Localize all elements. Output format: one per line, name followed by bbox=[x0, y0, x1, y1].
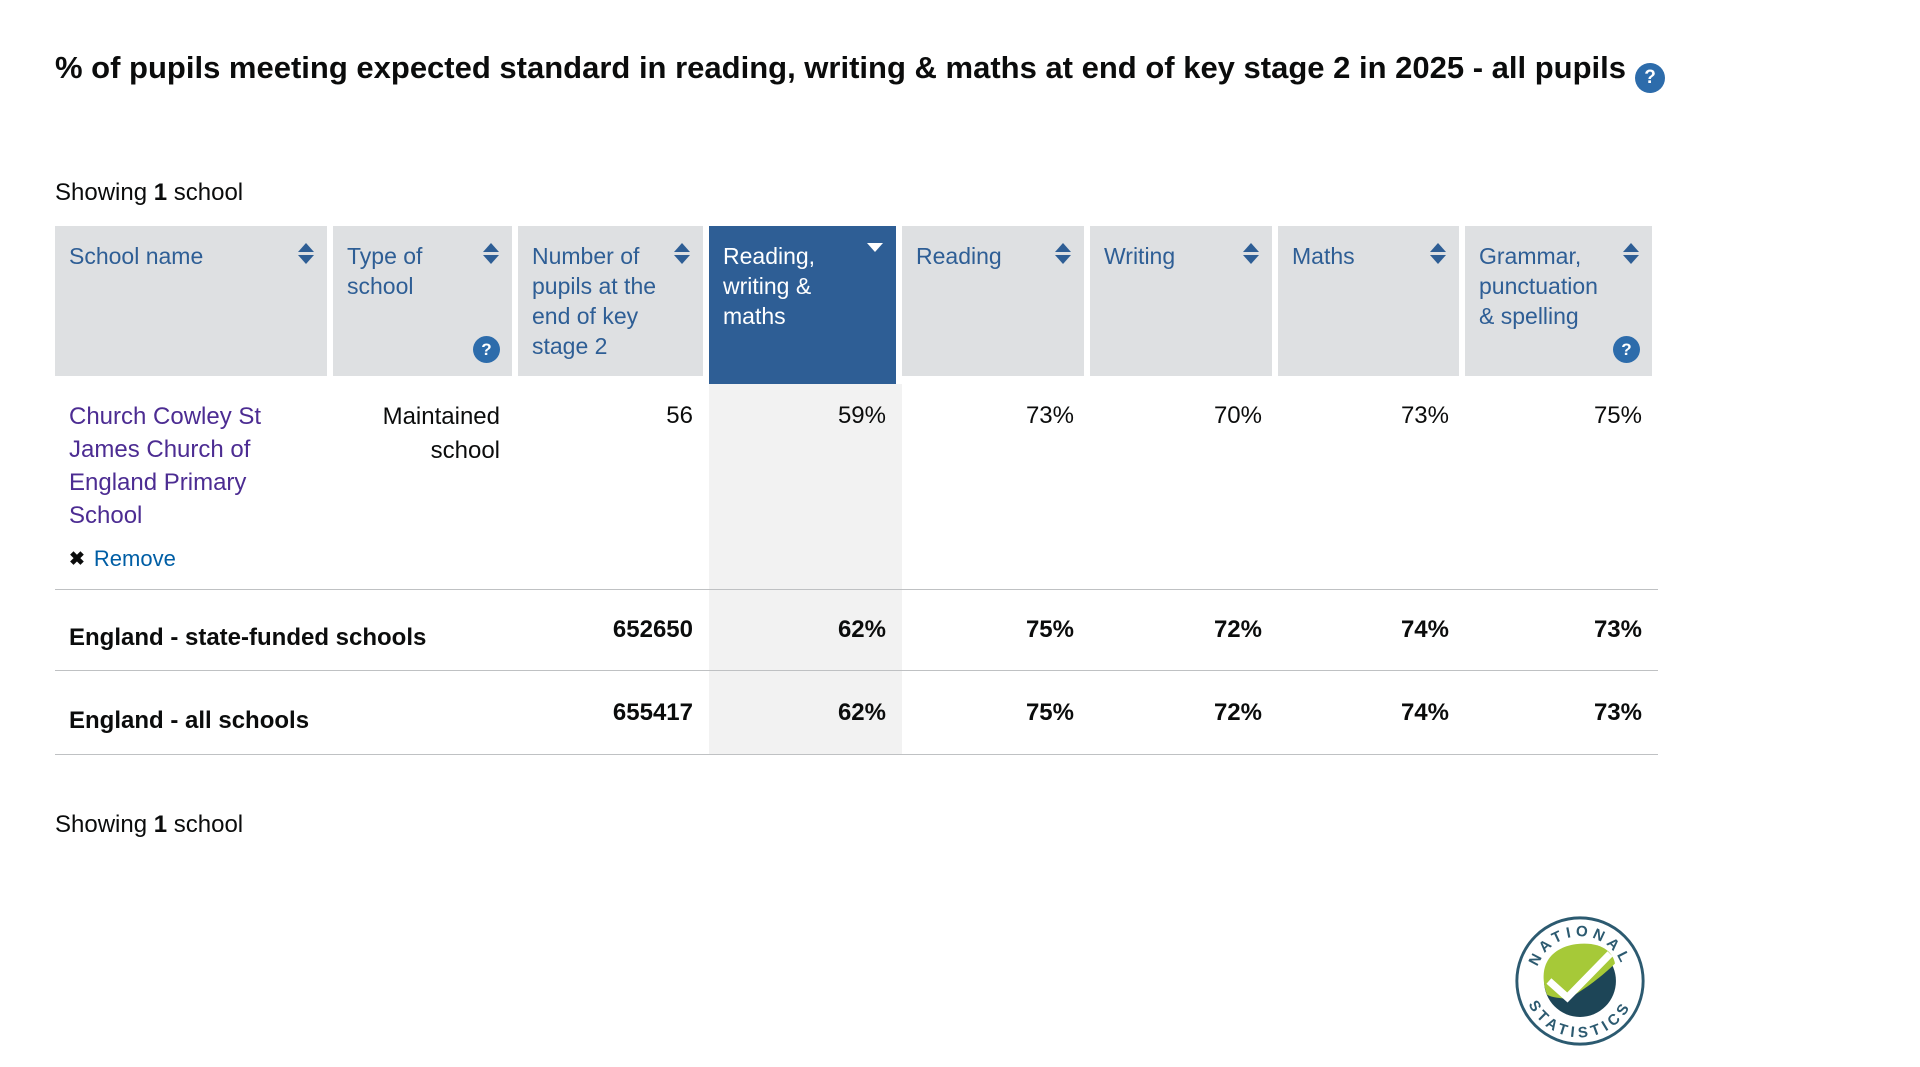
column-header-label: Reading, writing & maths bbox=[723, 243, 816, 329]
sort-icon[interactable] bbox=[1430, 243, 1446, 264]
column-header-label: Writing bbox=[1104, 243, 1176, 269]
summary-maths-value: 74% bbox=[1278, 671, 1465, 755]
column-header-label: Type of school bbox=[347, 243, 423, 299]
title-help-icon[interactable]: ? bbox=[1635, 63, 1666, 93]
column-header-type-of-school[interactable]: Type of school ? bbox=[333, 226, 518, 376]
showing-prefix: Showing bbox=[55, 811, 148, 838]
summary-rwm-value: 62% bbox=[709, 671, 902, 755]
summary-writing-value: 72% bbox=[1090, 671, 1278, 755]
sort-icon[interactable] bbox=[674, 243, 690, 264]
sort-icon[interactable] bbox=[1243, 243, 1259, 264]
showing-prefix: Showing bbox=[55, 179, 148, 206]
sort-icon[interactable] bbox=[1623, 243, 1639, 264]
summary-rwm-value: 62% bbox=[709, 590, 902, 671]
summary-pupils-value: 655417 bbox=[518, 671, 709, 755]
remove-school-button[interactable]: ✖ Remove bbox=[69, 543, 319, 575]
column-header-label: Number of pupils at the end of key stage… bbox=[532, 243, 657, 359]
school-name-link[interactable]: Church Cowley St James Church of England… bbox=[69, 403, 262, 529]
summary-row-label: England - state-funded schools bbox=[55, 590, 518, 671]
summary-maths-value: 74% bbox=[1278, 590, 1465, 671]
school-pupils-value: 56 bbox=[518, 384, 709, 590]
column-header-label: Grammar, punctuation & spelling bbox=[1479, 243, 1598, 329]
column-header-label: School name bbox=[69, 243, 204, 269]
school-type-value: Maintained school bbox=[333, 384, 518, 590]
summary-gps-value: 73% bbox=[1465, 671, 1658, 755]
remove-label: Remove bbox=[93, 546, 176, 571]
school-reading-value: 73% bbox=[902, 384, 1090, 590]
grammar-help-icon[interactable]: ? bbox=[1613, 336, 1640, 363]
column-header-writing[interactable]: Writing bbox=[1090, 226, 1278, 376]
summary-pupils-value: 652650 bbox=[518, 590, 709, 671]
logo-tick-icon bbox=[1546, 951, 1613, 1003]
sort-icon[interactable] bbox=[1055, 243, 1071, 264]
column-header-label: Maths bbox=[1292, 243, 1355, 269]
summary-gps-value: 73% bbox=[1465, 590, 1658, 671]
column-header-label: Reading bbox=[916, 243, 1002, 269]
summary-reading-value: 75% bbox=[902, 590, 1090, 671]
sort-icon[interactable] bbox=[298, 243, 314, 264]
school-gps-value: 75% bbox=[1465, 384, 1658, 590]
type-of-school-help-icon[interactable]: ? bbox=[473, 336, 500, 363]
school-rwm-value: 59% bbox=[709, 384, 902, 590]
column-header-reading[interactable]: Reading bbox=[902, 226, 1090, 376]
school-writing-value: 70% bbox=[1090, 384, 1278, 590]
page-title: % of pupils meeting expected standard in… bbox=[55, 0, 1695, 93]
sort-descending-icon[interactable] bbox=[867, 243, 883, 252]
table-row-school: Church Cowley St James Church of England… bbox=[55, 384, 333, 590]
showing-count-top: Showing 1 school bbox=[55, 179, 1920, 207]
school-maths-value: 73% bbox=[1278, 384, 1465, 590]
showing-suffix: school bbox=[173, 179, 244, 206]
column-header-grammar-punctuation-spelling[interactable]: Grammar, punctuation & spelling ? bbox=[1465, 226, 1658, 376]
column-header-reading-writing-maths[interactable]: Reading, writing & maths bbox=[709, 226, 902, 384]
showing-count: 1 bbox=[153, 179, 168, 206]
column-header-school-name[interactable]: School name bbox=[55, 226, 333, 376]
showing-count-bottom: Showing 1 school bbox=[55, 811, 1920, 839]
logo-green-shape bbox=[1543, 943, 1615, 999]
national-statistics-logo: NATIONAL STATISTICS bbox=[1515, 916, 1645, 1046]
column-header-number-of-pupils[interactable]: Number of pupils at the end of key stage… bbox=[518, 226, 709, 376]
page-title-text: % of pupils meeting expected standard in… bbox=[55, 50, 1627, 85]
showing-count: 1 bbox=[153, 811, 168, 838]
results-table: School name Type of school ? Number of p… bbox=[55, 226, 1658, 755]
summary-reading-value: 75% bbox=[902, 671, 1090, 755]
summary-row-label: England - all schools bbox=[55, 671, 518, 755]
sort-icon[interactable] bbox=[483, 243, 499, 264]
remove-x-icon: ✖ bbox=[69, 548, 85, 570]
showing-suffix: school bbox=[173, 811, 244, 838]
column-header-maths[interactable]: Maths bbox=[1278, 226, 1465, 376]
summary-writing-value: 72% bbox=[1090, 590, 1278, 671]
